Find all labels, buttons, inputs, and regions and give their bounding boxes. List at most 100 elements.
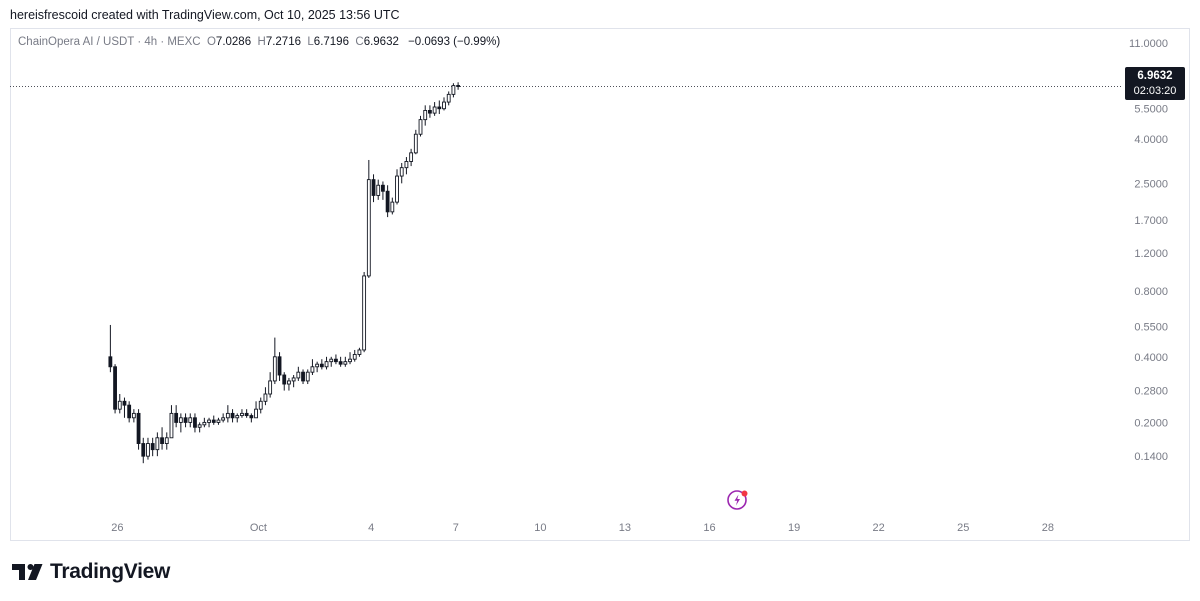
candle: [442, 97, 446, 111]
candle: [277, 352, 282, 381]
candle-body: [287, 380, 291, 385]
candle-body: [244, 412, 249, 417]
last-price: 6.9632: [1137, 70, 1173, 82]
candle-body: [381, 184, 385, 192]
candle-body: [272, 356, 277, 382]
high-value: 7.2716: [265, 36, 301, 48]
y-tick-label: 5.5000: [1134, 104, 1168, 116]
candle: [131, 409, 136, 423]
candle: [282, 372, 287, 391]
candle: [371, 174, 376, 203]
time-axis: 26 Oct 4 7 10 13 16 19 22 25 28: [111, 522, 1054, 534]
candle-body: [277, 356, 282, 376]
candle: [207, 417, 211, 428]
candle: [319, 359, 324, 370]
candle-body: [404, 161, 409, 169]
candle-body: [446, 93, 451, 103]
y-tick-label: 2.5000: [1134, 178, 1168, 190]
candle-body: [371, 179, 376, 196]
candle-body: [301, 371, 305, 382]
candle: [221, 413, 226, 423]
candle-body: [178, 417, 183, 423]
candle-body: [348, 358, 352, 363]
candle-body: [395, 175, 399, 203]
low-value: 6.7196: [313, 36, 349, 48]
candle: [136, 409, 141, 450]
x-tick-label: 26: [111, 522, 123, 534]
candle: [216, 417, 221, 425]
y-tick-label: 0.5500: [1134, 322, 1168, 334]
candle: [432, 102, 437, 116]
y-tick-label: 0.4000: [1134, 352, 1168, 364]
candle-body: [329, 358, 334, 363]
x-tick-label: 10: [534, 522, 546, 534]
y-tick-label: 0.1400: [1134, 451, 1168, 463]
candle: [301, 369, 305, 385]
candle: [305, 369, 310, 385]
candle: [446, 91, 451, 106]
candle: [268, 372, 273, 398]
candle-body: [409, 152, 414, 162]
candle: [244, 409, 249, 418]
x-tick-label: 28: [1042, 522, 1054, 534]
candle: [381, 181, 385, 200]
candle: [113, 364, 117, 414]
candle-body: [428, 109, 432, 114]
candle: [366, 159, 371, 278]
tradingview-logo[interactable]: TradingView: [12, 560, 170, 584]
candle-body: [413, 133, 418, 154]
candle-body: [216, 419, 221, 423]
chart-pane[interactable]: [10, 28, 1190, 541]
candles: [108, 82, 461, 464]
candle: [188, 413, 193, 428]
y-tick-label: 0.2000: [1134, 417, 1168, 429]
x-tick-label: 22: [873, 522, 885, 534]
candle: [240, 409, 244, 418]
candle-body: [141, 443, 146, 457]
candle-body: [160, 437, 164, 444]
candle-body: [150, 443, 155, 451]
candle: [155, 432, 160, 457]
candle-body: [240, 412, 244, 417]
candle-body: [225, 412, 230, 419]
tradingview-logo-text: TradingView: [50, 560, 171, 583]
candle: [263, 387, 268, 406]
x-tick-label: 25: [957, 522, 969, 534]
candle: [437, 100, 442, 115]
candle: [418, 115, 423, 137]
candle: [108, 324, 113, 373]
candle-body: [305, 371, 310, 382]
close-value: 6.9632: [363, 36, 399, 48]
candle-body: [282, 374, 287, 385]
candle-body: [385, 190, 390, 213]
low-label: L: [307, 36, 314, 48]
candle-body: [310, 366, 315, 373]
lightning-event-icon[interactable]: [726, 488, 750, 517]
candle-body: [169, 412, 174, 439]
candle-body: [296, 371, 301, 379]
candle: [160, 427, 164, 450]
candle: [211, 415, 216, 425]
y-tick-label: 4.0000: [1134, 134, 1168, 146]
candle-body: [399, 167, 404, 177]
candle: [164, 432, 169, 450]
symbol-label[interactable]: ChainOpera AI / USDT · 4h · MEXC: [18, 36, 201, 48]
candle-body: [343, 361, 348, 365]
ohlc-legend: ChainOpera AI / USDT · 4h · MEXC O7.0286…: [18, 36, 500, 48]
candle-body: [324, 361, 329, 368]
x-tick-label: Oct: [250, 522, 267, 534]
candle: [202, 417, 207, 428]
candle-body: [230, 412, 235, 419]
candle: [127, 401, 132, 423]
candle-body: [113, 366, 117, 410]
candle: [272, 337, 277, 385]
candle: [287, 377, 291, 391]
price-axis: 11.00008.00005.50004.00002.50001.70001.2…: [1129, 38, 1168, 463]
candle-body: [352, 354, 357, 360]
y-tick-label: 1.7000: [1134, 215, 1168, 227]
candle-body: [268, 380, 273, 395]
candle: [348, 352, 352, 365]
candle: [258, 397, 263, 414]
candle: [413, 129, 418, 155]
